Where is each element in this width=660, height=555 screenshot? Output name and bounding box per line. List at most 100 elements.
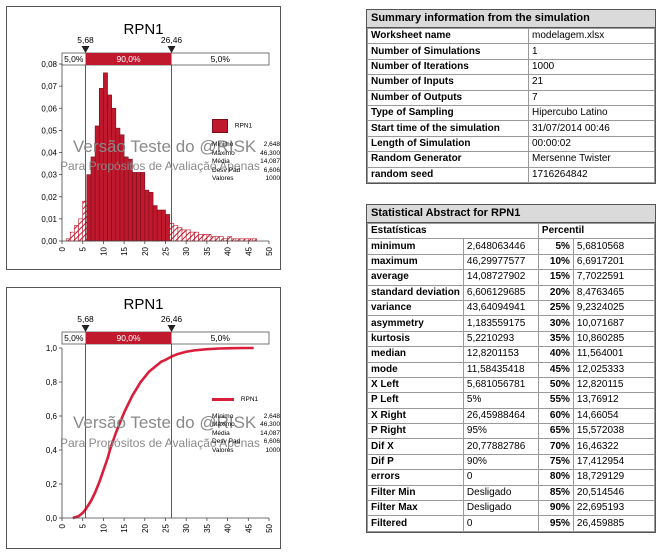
histogram-chart: 5,0% 90,0% 5,0% 5,68 26,46 0,00 0,01 0,02 0,03 0,…	[41, 35, 274, 256]
watermark-title: Versão Teste do @RISK	[73, 413, 257, 432]
histogram-bar	[219, 236, 224, 242]
percentile-label: 75%	[537, 453, 574, 471]
stat-name: X Right	[367, 407, 464, 425]
y-tick-label: 1,0	[46, 344, 58, 353]
y-tick-label: 0,06	[41, 104, 57, 113]
summary-label: Number of Iterations	[367, 58, 529, 76]
percentile-label: 20%	[537, 284, 574, 301]
summary-row: Worksheet name modelagem.xlsx	[367, 27, 655, 45]
watermark-subtitle: Para Propósitos de Avaliação Apenas	[60, 159, 260, 173]
percentile-value: 6,6917201	[572, 253, 656, 271]
percentile-label: 55%	[537, 392, 574, 409]
stat-value: 5%	[462, 392, 539, 409]
summary-row: Number of Iterations 1000	[367, 58, 655, 76]
summary-value: 31/07/2014 00:46	[528, 120, 655, 137]
summary-label: Worksheet name	[367, 27, 529, 45]
x-tick-label: 25	[162, 523, 171, 532]
legend-stat-row: Desv Pad 6,606	[212, 438, 280, 447]
histogram-bar	[165, 214, 170, 242]
legend-stat-label: Máximo	[212, 149, 235, 157]
abstract-row: Filter Min Desligado 85% 20,514546	[367, 484, 656, 502]
band-label-right: 5,0%	[211, 54, 231, 64]
stat-value: 12,8201153	[462, 346, 539, 363]
x-tick-label: 10	[99, 523, 108, 532]
summary-row: random seed 1716264842	[367, 166, 655, 183]
legend-stat-row: Valores 1000	[212, 175, 280, 184]
summary-row: Length of Simulation 00:00:02	[367, 135, 655, 153]
summary-title: Summary information from the simulation	[367, 10, 655, 28]
histogram-bar	[198, 234, 204, 242]
percentile-label: 90%	[537, 500, 574, 517]
marker-triangle-left	[81, 46, 90, 53]
x-tick-label: 10	[99, 246, 108, 255]
histogram-bar	[140, 172, 146, 242]
summary-label: Number of Inputs	[367, 74, 529, 91]
stat-name: minimum	[367, 238, 464, 255]
percentile-label: 80%	[537, 469, 574, 486]
col-header-statistics: Estatísticas	[367, 222, 539, 240]
legend-stat-row: Máximo 46,300	[212, 150, 280, 159]
legend-stat-value: 6,606	[263, 166, 280, 174]
histogram-bar	[86, 174, 92, 242]
legend-stat-row: Desv Pad 6,606	[212, 167, 280, 176]
legend-stat-value: 46,300	[260, 421, 280, 429]
abstract-row: errors 0 80% 18,729129	[367, 469, 656, 486]
summary-value: 1	[528, 43, 655, 60]
summary-value: 7	[528, 89, 655, 106]
legend-label: RPN1	[240, 396, 259, 403]
x-tick-label: 50	[265, 246, 274, 255]
marker-value-left: 5,68	[77, 35, 94, 45]
histogram-bar	[173, 225, 179, 242]
marker-value-right: 26,46	[161, 35, 183, 45]
percentile-value: 12,820115	[572, 376, 656, 394]
summary-row: Number of Inputs 21	[367, 74, 655, 91]
band-label-right: 5,0%	[211, 333, 231, 343]
percentile-label: 45%	[537, 361, 574, 378]
stat-value: 6,606129685	[462, 284, 539, 301]
percentile-label: 30%	[537, 315, 574, 332]
summary-label: Random Generator	[367, 151, 529, 168]
x-tick-label: 40	[224, 523, 233, 532]
col-header-percentile: Percentil	[537, 222, 656, 240]
histogram-bar	[148, 192, 154, 242]
legend-stat-row: Média 14,087	[212, 430, 280, 439]
y-tick-label: 0,0	[46, 514, 58, 523]
abstract-row: P Left 5% 55% 13,76912	[367, 392, 656, 409]
histogram-panel: RPN1 5,0% 90,0% 5,0% 5,68 26,46 0,00 0,01 0,02 0…	[6, 6, 281, 270]
stat-value: Desligado	[462, 500, 539, 517]
band-label-middle: 90,0%	[116, 333, 141, 343]
legend-stat-value: 46,300	[260, 149, 280, 157]
summary-label: Start time of the simulation	[367, 120, 529, 137]
abstract-row: X Left 5,681056781 50% 12,820115	[367, 376, 656, 394]
percentile-value: 18,729129	[572, 469, 656, 486]
x-tick-label: 0	[58, 523, 67, 528]
y-tick-label: 0,07	[41, 82, 57, 91]
summary-value: Hipercubo Latino	[528, 104, 655, 122]
histogram-bar	[181, 229, 187, 242]
percentile-value: 5,6810568	[572, 238, 656, 255]
percentile-value: 22,695193	[572, 500, 656, 517]
y-tick-label: 0,04	[41, 149, 57, 158]
y-tick-label: 0,4	[46, 446, 58, 455]
stat-name: mode	[367, 361, 464, 378]
summary-label: Length of Simulation	[367, 135, 529, 153]
histogram-bar	[136, 172, 141, 242]
percentile-value: 8,4763465	[572, 284, 656, 301]
percentile-value: 17,412954	[572, 453, 656, 471]
stat-name: standard deviation	[367, 284, 464, 301]
marker-value-right: 26,46	[161, 314, 183, 324]
percentile-value: 15,572038	[572, 423, 656, 440]
stat-value: 46,29977577	[462, 253, 539, 271]
legend-label: RPN1	[234, 122, 253, 130]
histogram-title: RPN1	[123, 21, 164, 38]
marker-triangle-right	[167, 325, 176, 332]
stat-value: 14,08727902	[462, 269, 539, 286]
histogram-bar	[214, 236, 220, 242]
percentile-value: 9,2324025	[572, 299, 656, 317]
stat-name: Filtered	[367, 515, 464, 532]
summary-value: Mersenne Twister	[528, 151, 655, 168]
summary-table: Summary information from the simulation …	[366, 9, 656, 184]
cumulative-title: RPN1	[123, 296, 164, 313]
legend-swatch-line	[212, 397, 234, 401]
percentile-label: 60%	[537, 407, 574, 425]
